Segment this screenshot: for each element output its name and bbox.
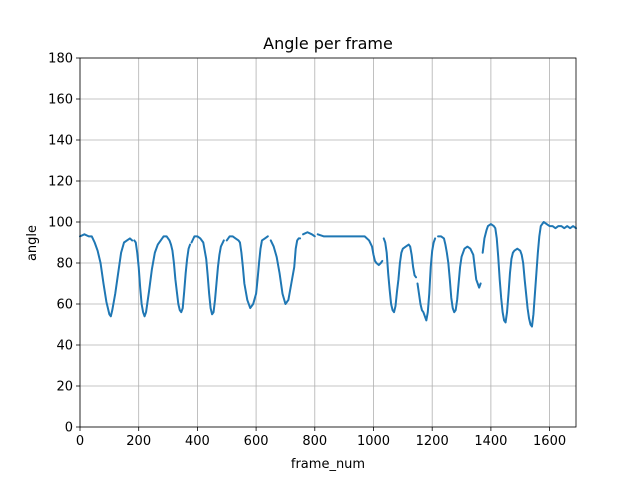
series-layer — [79, 221, 577, 328]
x-tick-label: 200 — [126, 434, 151, 449]
series-line-segment — [437, 235, 482, 314]
y-axis-label: angle — [25, 225, 40, 261]
y-tick-label: 120 — [48, 175, 73, 190]
x-tick-label: 800 — [302, 434, 327, 449]
grid — [79, 57, 576, 428]
plot-frame — [79, 57, 577, 428]
x-axis-label: frame_num — [291, 457, 365, 472]
series-line-segment — [416, 237, 437, 322]
x-tick-label: 1600 — [533, 434, 566, 449]
series-line-segment — [302, 231, 316, 238]
y-tick-label: 0 — [65, 421, 73, 436]
series-line-segment — [79, 233, 134, 318]
y-tick-label: 20 — [56, 380, 73, 395]
y-tick-label: 180 — [48, 52, 73, 67]
x-tick-label: 1200 — [416, 434, 449, 449]
series-line-segment — [481, 221, 577, 328]
x-tick-label: 0 — [76, 434, 84, 449]
x-tick-label: 1000 — [357, 434, 390, 449]
series-line-segment — [269, 237, 302, 305]
y-tick-label: 40 — [56, 339, 73, 354]
series-line-segment — [382, 237, 418, 314]
x-tick-label: 400 — [185, 434, 210, 449]
y-tick-label: 140 — [48, 134, 73, 149]
series-line-segment — [225, 235, 269, 310]
x-tick-label: 600 — [244, 434, 269, 449]
series-line-segment — [316, 233, 384, 267]
y-tick-label: 100 — [48, 216, 73, 231]
y-tick-label: 80 — [56, 257, 73, 272]
chart-title: Angle per frame — [263, 34, 393, 53]
y-tick-label: 60 — [56, 298, 73, 313]
y-tick-label: 160 — [48, 93, 73, 108]
x-tick-label: 1400 — [474, 434, 507, 449]
axis-ticks: 0 200 400 600 800 1000 1200 1400 1600 0 20 40 60 80 10… — [48, 52, 566, 450]
series-line-segment — [190, 235, 225, 316]
series-line-segment — [133, 235, 192, 318]
